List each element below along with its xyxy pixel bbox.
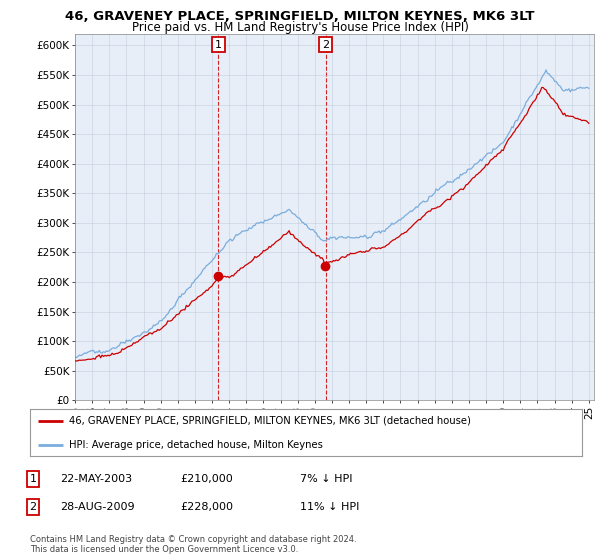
Text: £228,000: £228,000 — [180, 502, 233, 512]
Text: 46, GRAVENEY PLACE, SPRINGFIELD, MILTON KEYNES, MK6 3LT (detached house): 46, GRAVENEY PLACE, SPRINGFIELD, MILTON … — [68, 416, 470, 426]
Text: Contains HM Land Registry data © Crown copyright and database right 2024.
This d: Contains HM Land Registry data © Crown c… — [30, 535, 356, 554]
Text: HPI: Average price, detached house, Milton Keynes: HPI: Average price, detached house, Milt… — [68, 440, 323, 450]
Text: 22-MAY-2003: 22-MAY-2003 — [60, 474, 132, 484]
Text: 28-AUG-2009: 28-AUG-2009 — [60, 502, 134, 512]
Text: 46, GRAVENEY PLACE, SPRINGFIELD, MILTON KEYNES, MK6 3LT: 46, GRAVENEY PLACE, SPRINGFIELD, MILTON … — [65, 10, 535, 23]
Text: Price paid vs. HM Land Registry's House Price Index (HPI): Price paid vs. HM Land Registry's House … — [131, 21, 469, 34]
Text: 2: 2 — [322, 40, 329, 49]
Text: 7% ↓ HPI: 7% ↓ HPI — [300, 474, 353, 484]
Text: 11% ↓ HPI: 11% ↓ HPI — [300, 502, 359, 512]
Text: £210,000: £210,000 — [180, 474, 233, 484]
Text: 1: 1 — [215, 40, 222, 49]
Text: 2: 2 — [29, 502, 37, 512]
Text: 1: 1 — [29, 474, 37, 484]
